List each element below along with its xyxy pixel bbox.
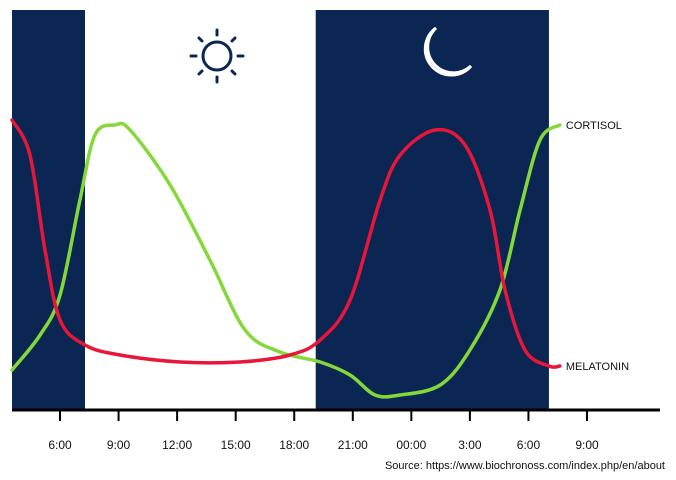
- series-label: CORTISOL: [566, 120, 622, 132]
- x-tick-label: 9:00: [107, 438, 131, 452]
- x-tick-label: 00:00: [396, 438, 426, 452]
- x-tick-label: 18:00: [279, 438, 309, 452]
- night-band: [315, 10, 549, 410]
- sun-icon: [189, 28, 245, 84]
- moon-icon: [423, 26, 473, 77]
- source-note: Source: https://www.biochronoss.com/inde…: [385, 460, 665, 472]
- x-tick-label: 21:00: [338, 438, 368, 452]
- series-line: [10, 121, 562, 399]
- x-tick-label: 15:00: [221, 438, 251, 452]
- night-band: [12, 10, 85, 410]
- x-tick-label: 6:00: [48, 438, 72, 452]
- series-line: [10, 118, 562, 369]
- icons: [189, 26, 473, 84]
- x-tick-label: 12:00: [162, 438, 192, 452]
- series-label: MELATONIN: [566, 361, 629, 373]
- x-tick-label: 9:00: [575, 438, 599, 452]
- x-tick-label: 3:00: [458, 438, 482, 452]
- x-tick-label: 6:00: [517, 438, 541, 452]
